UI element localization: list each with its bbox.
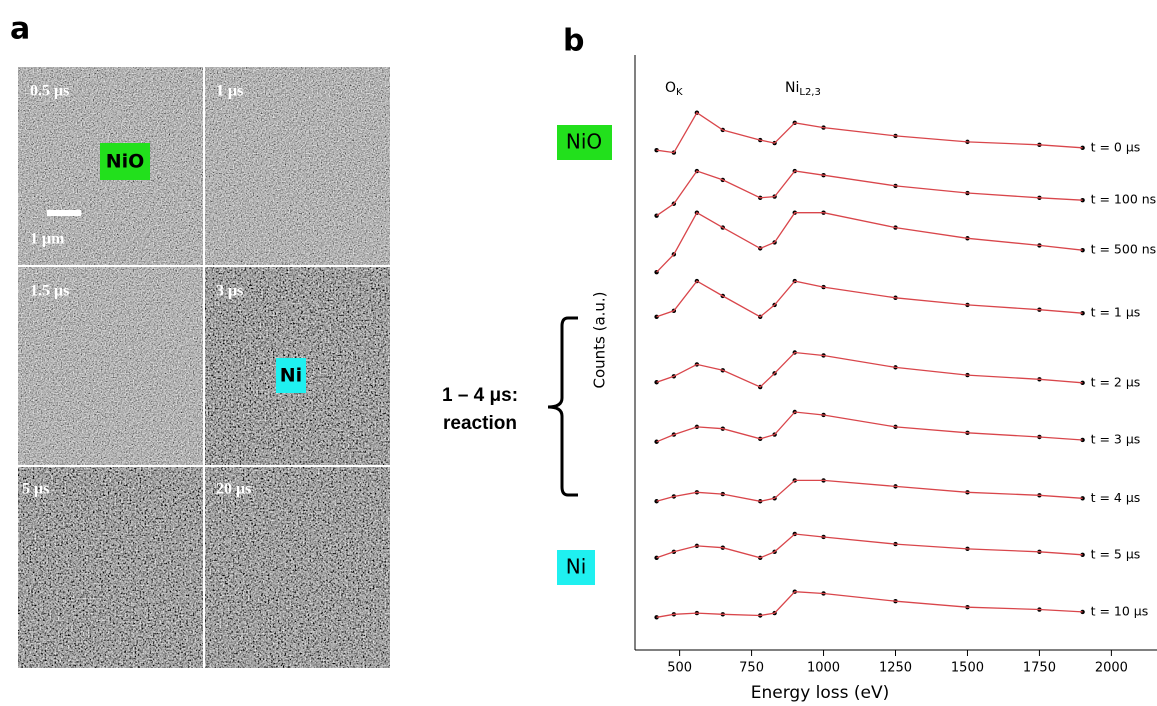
- ni-label: Ni: [566, 555, 587, 579]
- bracket-label: reaction: [443, 413, 517, 434]
- x-tick-label: 2000: [1095, 661, 1128, 676]
- fit-line: [656, 479, 1083, 502]
- series-label: t = 100 ns: [1091, 192, 1157, 207]
- ni-label-bg: [557, 550, 595, 585]
- x-tick-label: 1500: [951, 661, 984, 676]
- data-point: [654, 555, 659, 560]
- series-label: t = 3 μs: [1091, 431, 1141, 446]
- series-label: t = 500 ns: [1091, 242, 1157, 257]
- fit-line: [656, 411, 1083, 443]
- y-axis-label: Counts (a.u.): [591, 291, 609, 388]
- series-label: t = 2 μs: [1091, 374, 1141, 389]
- x-tick-label: 1750: [1023, 661, 1056, 676]
- micrograph: [18, 467, 203, 668]
- peak-label: NiL2,3: [785, 80, 821, 98]
- series-label: t = 10 μs: [1091, 603, 1149, 618]
- x-tick-label: 1250: [879, 661, 912, 676]
- panel-label: a: [10, 12, 30, 47]
- bracket: [547, 316, 578, 497]
- fit-line: [656, 591, 1083, 618]
- data-point: [1080, 311, 1085, 316]
- data-point: [654, 314, 659, 319]
- fit-line: [656, 211, 1083, 273]
- fit-line: [656, 351, 1083, 388]
- fit-line: [656, 280, 1083, 318]
- peak-main: Ni: [785, 80, 799, 96]
- scale-bar: [47, 210, 81, 216]
- data-point: [654, 615, 659, 620]
- x-tick-label: 750: [739, 661, 764, 676]
- tile-label: 1 μs: [216, 83, 243, 100]
- series-label: t = 1 μs: [1091, 305, 1141, 320]
- ni-tag: Ni: [280, 365, 302, 387]
- peak-main: O: [665, 80, 676, 96]
- x-axis-label: Energy loss (eV): [751, 683, 890, 703]
- data-point: [654, 148, 659, 153]
- nio-tag: NiO: [106, 151, 145, 173]
- bracket-label: 1 – 4 μs:: [442, 385, 518, 406]
- series-label: t = 4 μs: [1091, 490, 1141, 505]
- x-tick-label: 500: [667, 661, 692, 676]
- peak-sub: K: [676, 87, 683, 98]
- series-label: t = 5 μs: [1091, 546, 1141, 561]
- micrographs: 0.5 μs 1 μs 1.5 μs 3 μs 5 μs 20 μs NiO N…: [18, 67, 390, 668]
- micrograph: [205, 467, 390, 668]
- data-point: [1080, 380, 1085, 386]
- fit-line: [656, 111, 1083, 154]
- micrograph: [18, 267, 203, 465]
- tile-label: 3 μs: [216, 283, 243, 300]
- peak-label: OK: [665, 80, 683, 98]
- ni-tag-bg: [276, 358, 306, 393]
- peak-sub: L2,3: [799, 87, 820, 98]
- x-tick-label: 1000: [807, 661, 840, 676]
- fit-line: [656, 533, 1083, 559]
- scale-label: 1 μm: [30, 231, 65, 248]
- tile-label: 0.5 μs: [30, 83, 69, 100]
- nio-label: NiO: [566, 130, 602, 154]
- series-label: t = 0 μs: [1091, 139, 1141, 154]
- tile-label: 20 μs: [216, 481, 251, 498]
- nio-tag-bg: [100, 143, 150, 180]
- tile-label: 1.5 μs: [30, 283, 69, 300]
- micrograph: [205, 67, 390, 265]
- panel-label: b: [563, 24, 584, 59]
- data-point: [1080, 145, 1085, 151]
- nio-label-bg: [557, 125, 612, 160]
- plot: 500 750 1000 1250 1500 1750 2000 t = 0 μs t = 10…: [654, 110, 1157, 676]
- fit-line: [656, 170, 1083, 217]
- data-point: [1080, 609, 1085, 615]
- tile-label: 5 μs: [22, 481, 49, 498]
